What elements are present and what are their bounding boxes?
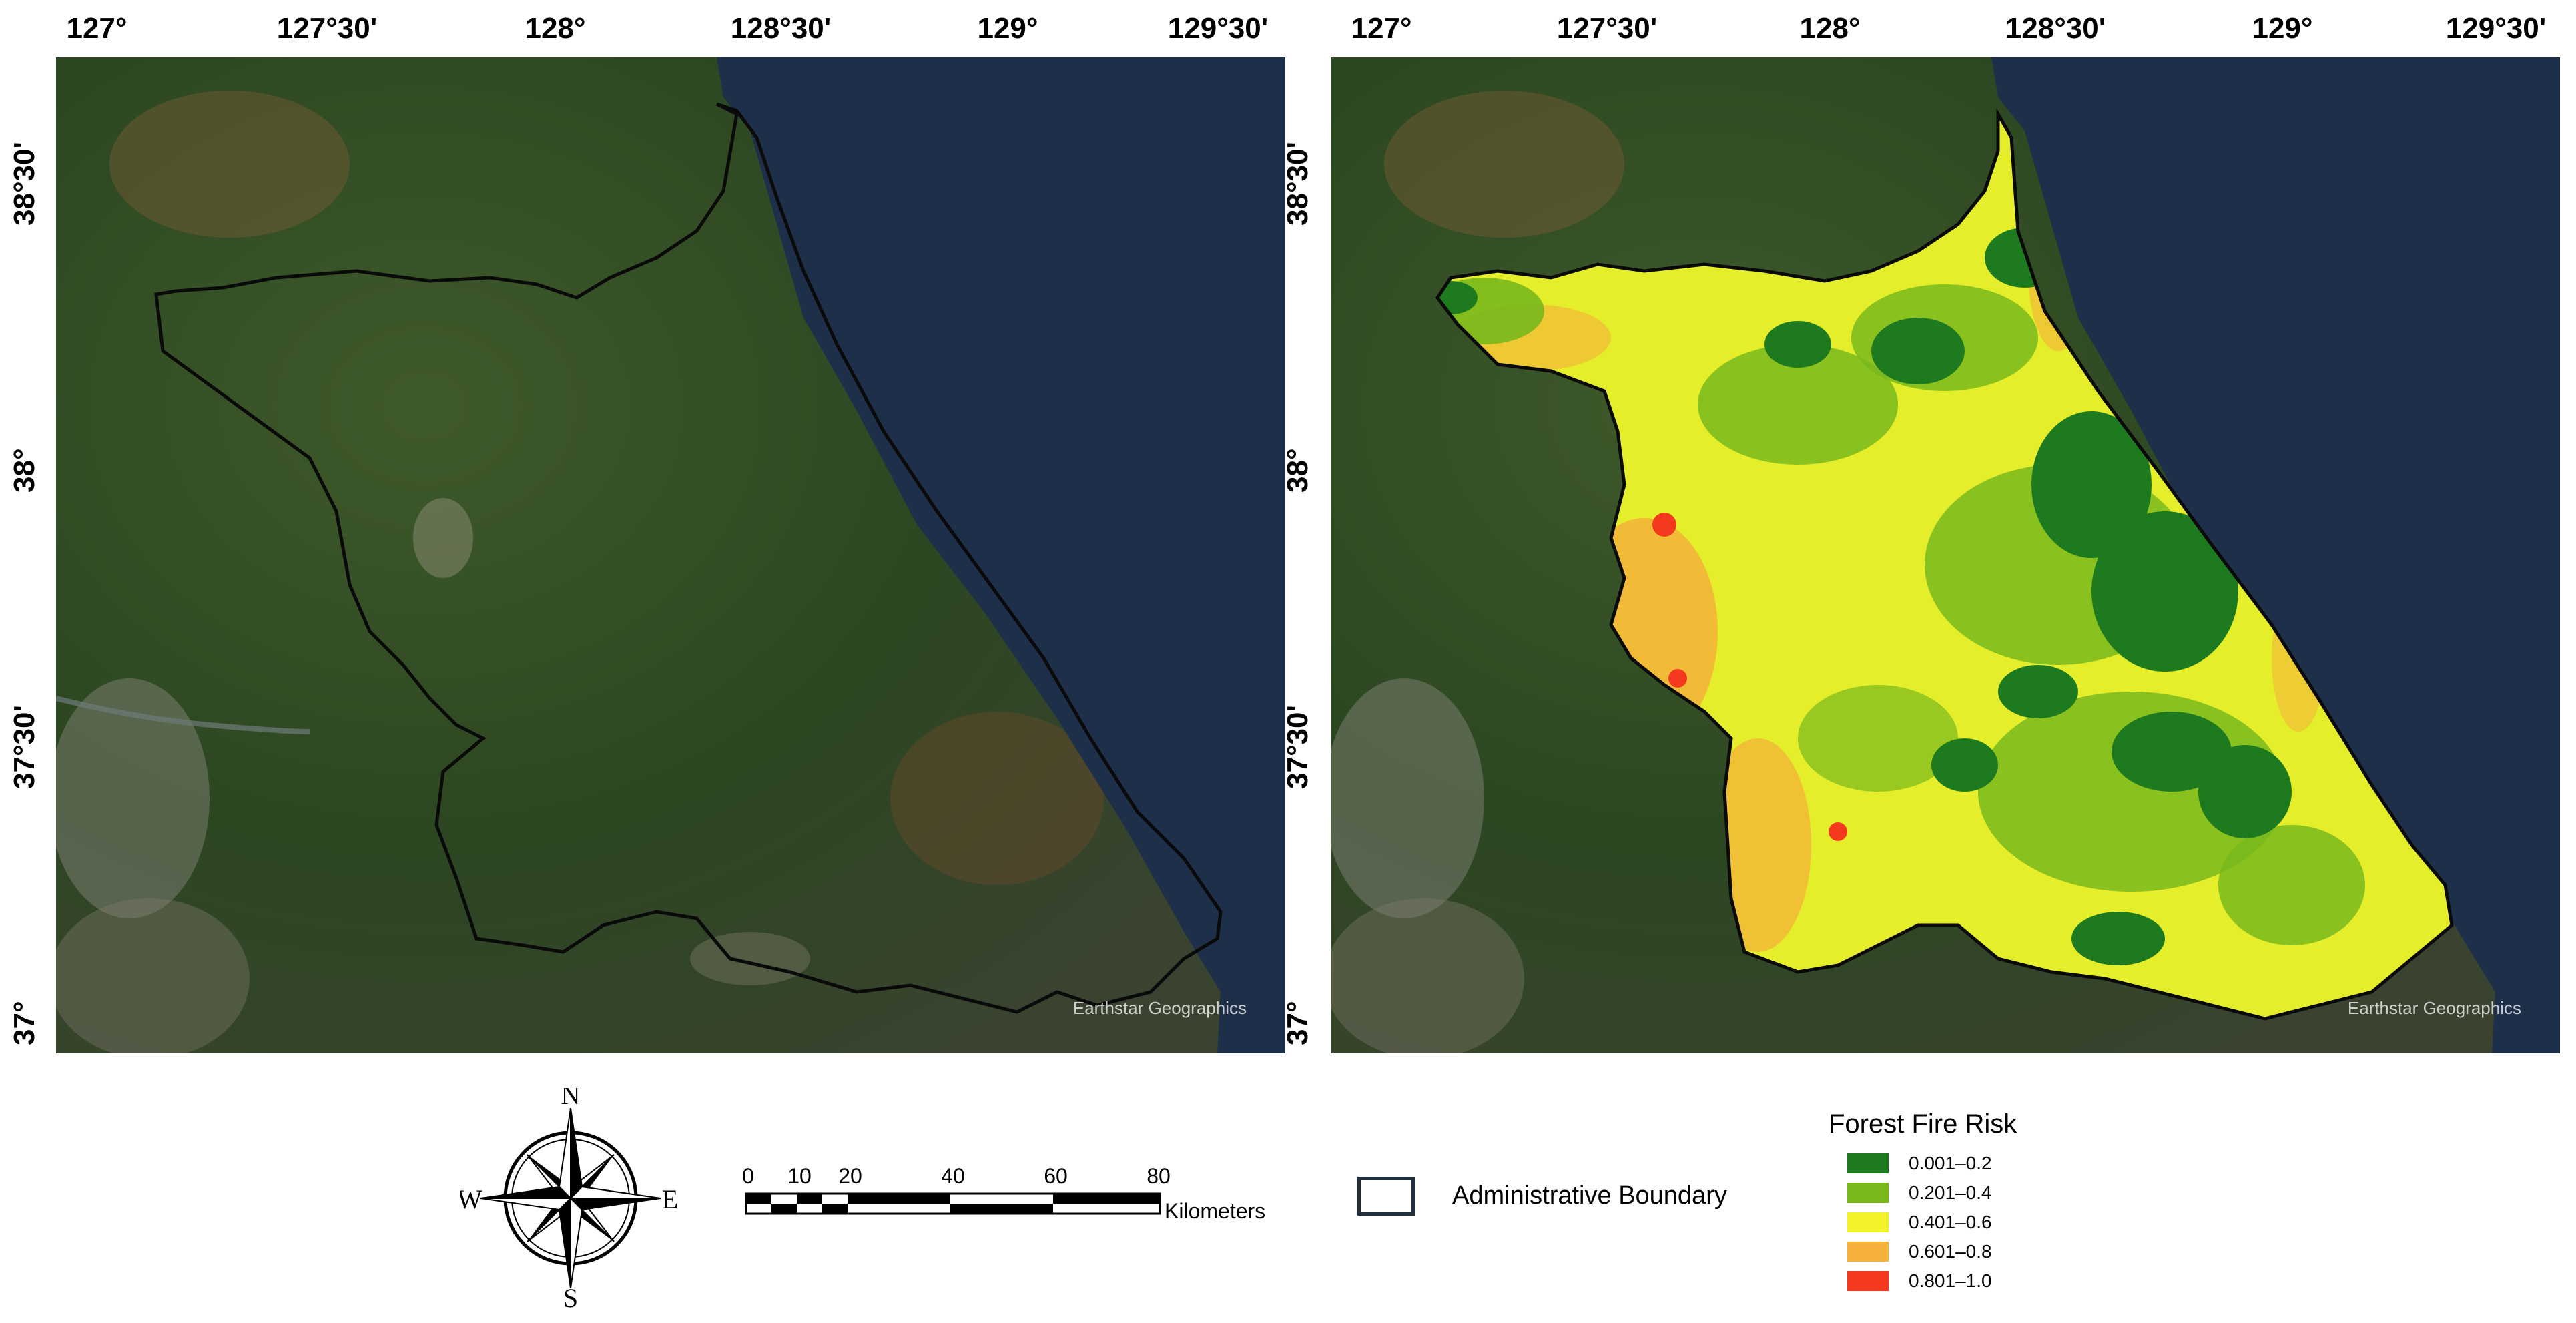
compass-south-label: S: [563, 1283, 578, 1308]
lon-label-left-129: 129°: [977, 12, 1038, 45]
urban-area: [413, 498, 473, 578]
compass-east-label: E: [662, 1184, 678, 1214]
risk-legend-item: 0.201–0.4: [1847, 1181, 1992, 1205]
urban-area: [56, 678, 210, 918]
river: [56, 696, 310, 734]
urban-area: [690, 932, 810, 985]
risk-class-1-zone: [2031, 411, 2152, 558]
scale-tick-label: 20: [838, 1164, 862, 1188]
compass-west-label: W: [460, 1184, 482, 1214]
satellite-map-svg: [56, 57, 1285, 1053]
risk-legend-swatch: [1847, 1153, 1889, 1173]
risk-legend-title: Forest Fire Risk: [1829, 1109, 2017, 1139]
lat-label-right-37: 37°: [1281, 1001, 1314, 1045]
basemap-attribution: Earthstar Geographics: [2347, 998, 2521, 1018]
brown-highland: [109, 91, 350, 238]
lat-label-left-38-30: 38°30': [8, 142, 41, 226]
risk-class-1-zone: [2198, 745, 2292, 838]
satellite-map-panel: Earthstar Geographics: [56, 57, 1285, 1053]
scale-tick-label: 40: [941, 1164, 965, 1188]
risk-class-1-zone: [1437, 281, 1478, 314]
risk-legend-label: 0.001–0.2: [1909, 1153, 1992, 1173]
brown-highland: [890, 712, 1104, 885]
risk-class-1-zone: [2091, 511, 2238, 672]
lat-label-right-38: 38°: [1281, 448, 1314, 493]
fire-risk-map-svg: [1331, 57, 2560, 1053]
boundary-legend-label: Administrative Boundary: [1452, 1181, 1727, 1210]
lon-label-left-128: 128°: [525, 12, 586, 45]
risk-class-5-spot: [1652, 513, 1676, 537]
scale-bar: [745, 1192, 1161, 1215]
lon-label-left-127: 127°: [66, 12, 127, 45]
risk-class-1-zone: [1998, 665, 2078, 718]
lat-label-right-38-30: 38°30': [1281, 142, 1314, 226]
risk-class-1-zone: [1931, 738, 1998, 792]
lon-label-right-128: 128°: [1799, 12, 1861, 45]
risk-legend-label: 0.801–1.0: [1909, 1270, 1992, 1291]
compass-rose: N S E W: [457, 1080, 681, 1313]
risk-legend-swatch: [1847, 1183, 1889, 1203]
risk-legend-label: 0.601–0.8: [1909, 1241, 1992, 1262]
boundary-legend-symbol: [1357, 1177, 1415, 1216]
basemap-attribution: Earthstar Geographics: [1072, 998, 1247, 1018]
scale-tick-label: 0: [742, 1164, 754, 1188]
risk-legend-item: 0.601–0.8: [1847, 1240, 1992, 1264]
risk-legend-label: 0.201–0.4: [1909, 1182, 1992, 1203]
risk-legend-swatch: [1847, 1212, 1889, 1232]
lon-label-right-128-30: 128°30': [2005, 12, 2106, 45]
risk-class-1-zone: [2071, 912, 2165, 965]
scale-tick-label: 10: [787, 1164, 812, 1188]
risk-legend-label: 0.401–0.6: [1909, 1212, 1992, 1232]
scale-tick-label: 80: [1147, 1164, 1171, 1188]
risk-legend-swatch: [1847, 1242, 1889, 1262]
lon-label-right-129: 129°: [2252, 12, 2313, 45]
scale-tick-label: 60: [1044, 1164, 1068, 1188]
lon-label-right-129-30: 129°30': [2445, 12, 2547, 45]
risk-class-2-zone: [2218, 825, 2365, 945]
risk-legend-item: 0.801–1.0: [1847, 1269, 1992, 1293]
risk-legend-item: 0.401–0.6: [1847, 1210, 1992, 1234]
lon-label-left-128-30: 128°30': [730, 12, 832, 45]
fire-risk-map-panel: Earthstar Geographics: [1331, 57, 2560, 1053]
risk-class-2-zone: [1698, 344, 1898, 465]
lat-label-left-38: 38°: [8, 448, 41, 493]
brown-highland: [1384, 91, 1624, 238]
risk-class-5-spot: [1829, 822, 1847, 841]
lat-label-left-37-30: 37°30': [8, 705, 41, 789]
lon-label-left-127-30: 127°30': [276, 12, 378, 45]
urban-area: [1331, 678, 1484, 918]
risk-class-1-zone: [1764, 321, 1831, 368]
risk-legend-item: 0.001–0.2: [1847, 1151, 1992, 1175]
administrative-boundary: [154, 102, 1223, 1014]
administrative-boundary: [1435, 107, 2454, 1021]
lat-label-right-37-30: 37°30': [1281, 705, 1314, 789]
scale-bar-unit: Kilometers: [1165, 1199, 1266, 1223]
urban-area: [1331, 898, 1524, 1053]
risk-class-1-zone: [1871, 318, 1965, 384]
risk-class-5-spot: [1668, 669, 1687, 688]
sea: [1991, 57, 2560, 1053]
urban-area: [56, 898, 250, 1053]
lat-label-left-37: 37°: [8, 1001, 41, 1045]
compass-rose-icon: N S E W: [457, 1080, 678, 1313]
sea: [717, 57, 1285, 1053]
risk-class-1-zone: [2112, 712, 2232, 792]
lon-label-right-127: 127°: [1351, 12, 1412, 45]
risk-legend-swatch: [1847, 1271, 1889, 1291]
risk-class-2-zone: [1798, 685, 1958, 792]
compass-north-label: N: [561, 1088, 581, 1110]
lon-label-left-129-30: 129°30': [1167, 12, 1269, 45]
lon-label-right-127-30: 127°30': [1556, 12, 1658, 45]
